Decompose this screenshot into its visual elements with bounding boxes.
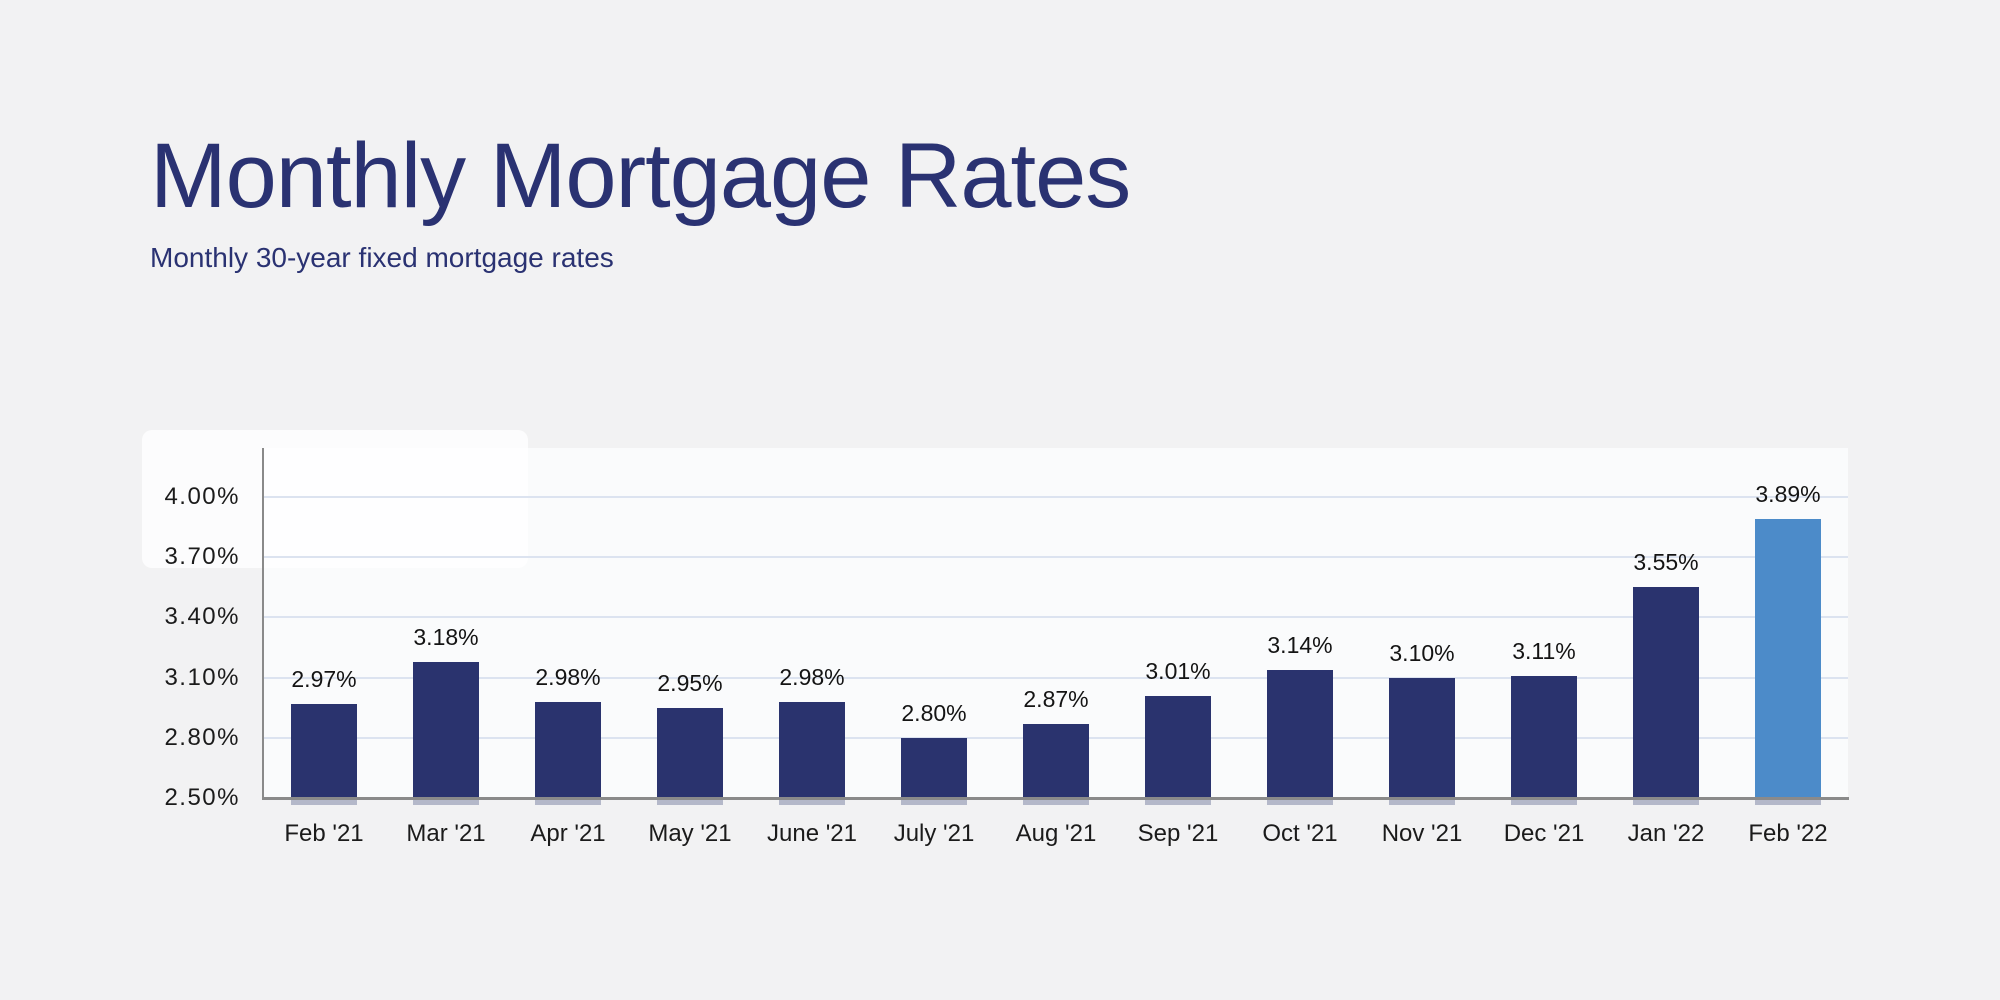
y-axis-tick-label: 3.70%: [164, 543, 240, 571]
y-axis-tick-label: 2.50%: [164, 784, 240, 811]
bar-value-label: 3.55%: [1633, 549, 1699, 576]
bar-shadow: [1267, 800, 1333, 805]
bar-value-label: 3.89%: [1755, 481, 1821, 508]
bar-shadow: [657, 800, 723, 805]
bar-value-label: 2.98%: [779, 663, 845, 690]
bar-value-label: 2.87%: [1023, 685, 1089, 712]
bar: [1389, 677, 1455, 798]
x-axis-tick-label: Jan '22: [1627, 820, 1705, 847]
chart-title: Monthly Mortgage Rates: [150, 125, 1131, 227]
x-axis-tick-label: Nov '21: [1381, 820, 1463, 847]
chart-subtitle: Monthly 30-year fixed mortgage rates: [150, 242, 614, 273]
bar-shadow: [1755, 800, 1821, 805]
bar-shadow: [1511, 800, 1577, 805]
gridline: [263, 676, 1848, 679]
x-axis-tick-label: June '21: [767, 820, 857, 847]
x-axis-tick-label: Dec '21: [1503, 820, 1585, 847]
x-axis-tick-label: May '21: [648, 820, 732, 847]
gridline: [263, 496, 1848, 498]
bar: [1023, 723, 1089, 798]
bar: [535, 701, 601, 798]
bar-value-label: 2.80%: [901, 699, 967, 726]
bar-shadow: [413, 800, 479, 805]
x-axis-line: [262, 797, 1849, 800]
bar-value-label: 3.14%: [1267, 631, 1333, 658]
bar-value-label: 3.18%: [413, 623, 479, 650]
bar: [657, 707, 723, 798]
bar-shadow: [1389, 800, 1455, 805]
plot-corner-card: [142, 430, 528, 568]
bar-value-label: 2.95%: [657, 669, 723, 696]
bar: [413, 661, 479, 798]
bar-value-label: 3.01%: [1145, 657, 1211, 684]
bar: [901, 737, 967, 798]
gridline: [263, 556, 1848, 559]
bar-highlighted: [1755, 519, 1821, 798]
bar: [1633, 587, 1699, 798]
bar-shadow: [1145, 800, 1211, 805]
y-axis-tick-label: 3.40%: [164, 603, 240, 631]
x-axis-tick-label: Feb '21: [284, 820, 364, 847]
bar-shadow: [901, 800, 967, 805]
bar: [1145, 695, 1211, 798]
x-axis-tick-label: Oct '21: [1262, 820, 1338, 847]
bar-shadow: [779, 800, 845, 805]
bar-shadow: [535, 800, 601, 805]
bar: [779, 701, 845, 798]
x-axis-tick-label: Apr '21: [530, 820, 606, 847]
gridline: [263, 616, 1848, 619]
bar-shadow: [1023, 800, 1089, 805]
bar-shadow: [1633, 800, 1699, 805]
bar-shadow: [291, 800, 357, 805]
y-axis-tick-label: 4.00%: [164, 483, 240, 510]
chart-header: Monthly Mortgage Rates Monthly 30-year f…: [150, 125, 1131, 273]
x-axis-tick-label: July '21: [893, 820, 975, 847]
x-axis-tick-label: Sep '21: [1137, 820, 1219, 847]
bar-value-label: 2.98%: [535, 663, 601, 690]
bar-value-label: 2.97%: [291, 665, 357, 692]
y-axis-tick-label: 3.10%: [164, 663, 240, 691]
bar-value-label: 3.10%: [1389, 639, 1455, 666]
y-axis-line: [262, 448, 264, 798]
bar: [291, 703, 357, 798]
bar: [1511, 675, 1577, 798]
x-axis-tick-label: Feb '22: [1748, 820, 1828, 847]
x-axis-tick-label: Mar '21: [406, 820, 486, 847]
bar: [1267, 669, 1333, 798]
x-axis-tick-label: Aug '21: [1015, 820, 1097, 847]
bar-value-label: 3.11%: [1512, 637, 1576, 664]
y-axis-tick-label: 2.80%: [164, 723, 240, 751]
